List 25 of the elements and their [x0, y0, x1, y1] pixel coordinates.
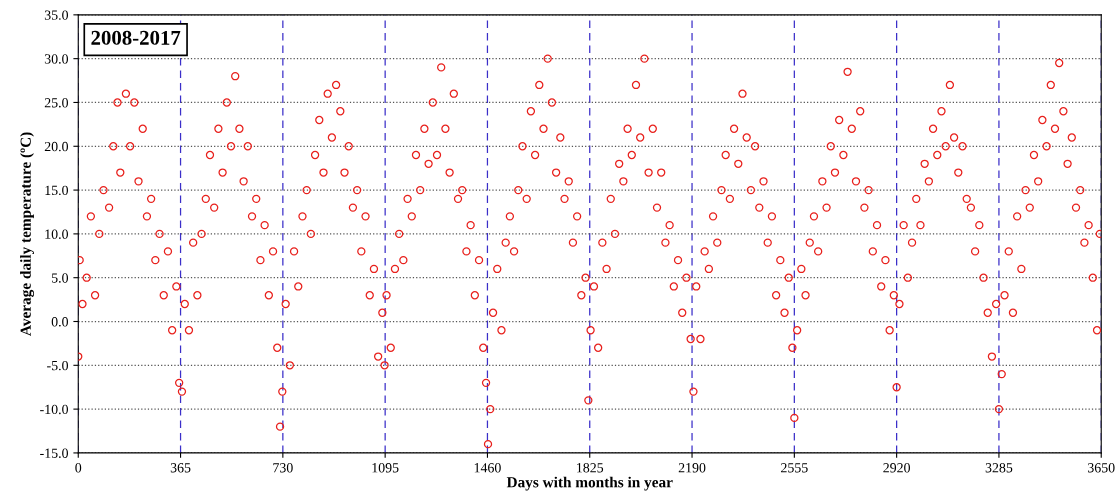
x-tick-label: 1460 [474, 463, 501, 473]
x-tick-label: 2555 [781, 463, 808, 473]
x-tick-label: 2190 [678, 463, 706, 473]
x-axis-title: Days with months in year [506, 476, 673, 491]
y-tick-label: 15.0 [45, 185, 69, 196]
y-tick-label: 5.0 [51, 273, 69, 283]
y-tick-label: -15.0 [40, 448, 69, 458]
x-tick-label: 3650 [1088, 463, 1115, 473]
y-tick-label: 35.0 [44, 10, 69, 20]
x-tick-label: 3285 [985, 463, 1013, 473]
y-tick-label: -10.0 [40, 404, 69, 415]
y-tick-label: 10.0 [45, 229, 69, 239]
y-tick-label: 0.0 [51, 317, 69, 327]
y-tick-label: 25.0 [44, 98, 69, 108]
x-tick-label: 0 [75, 463, 82, 473]
x-tick-label: 365 [170, 463, 191, 473]
x-tick-label: 730 [273, 463, 293, 473]
y-tick-label: -5.0 [47, 360, 69, 371]
annotation: 2008-2017 [91, 30, 181, 45]
x-tick-label: 1825 [577, 463, 604, 473]
x-tick-label: 2920 [883, 463, 910, 473]
x-tick-label: 1095 [372, 463, 399, 473]
y-tick-label: 30.0 [44, 54, 69, 64]
y-tick-label: 20.0 [44, 141, 69, 152]
y-axis-title: Average daily temperature (ºC) [20, 132, 35, 336]
